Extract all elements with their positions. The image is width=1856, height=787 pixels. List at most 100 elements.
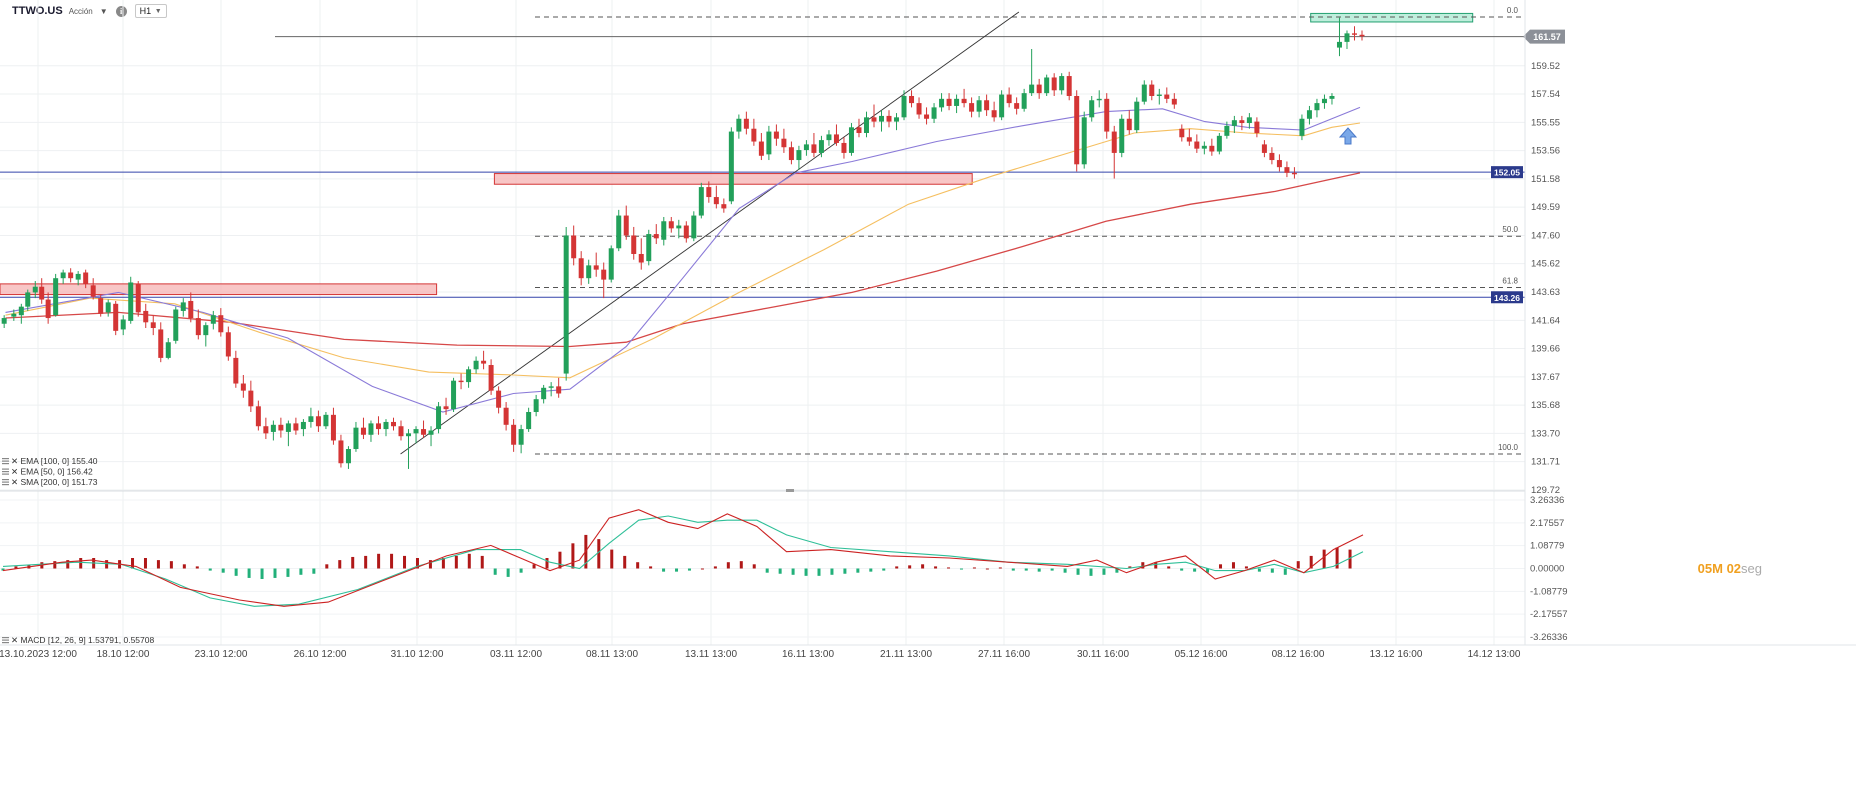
candle-bear (503, 407, 509, 425)
candle-bear (225, 332, 231, 357)
candle-bull (879, 115, 885, 122)
chart-header: TTWO.US Acción ▼ i H1 ▼ (0, 0, 167, 22)
macd-histogram-bar (817, 568, 821, 576)
price-tick-label: 155.55 (1531, 117, 1560, 128)
legend-menu-icon (2, 639, 9, 641)
candle-bear (1276, 160, 1282, 168)
macd-tick-label: 0.00000 (1530, 564, 1564, 575)
macd-histogram-bar (415, 558, 419, 569)
indicator-legend-label: ✕ EMA [100, 0] 155.40 (11, 456, 98, 466)
candle-bull (698, 187, 704, 216)
price-tick-label: 137.67 (1531, 372, 1560, 383)
macd-histogram-bar (739, 561, 743, 569)
symbol-dropdown-icon[interactable]: ▼ (99, 6, 108, 16)
candle-bear (398, 426, 404, 437)
candle-bear (1126, 118, 1132, 131)
candle-bull (1306, 110, 1312, 119)
candle-bull (1231, 120, 1237, 126)
candles (1, 17, 1365, 469)
candle-bear (969, 103, 975, 112)
macd-histogram-bar (53, 561, 57, 569)
macd-histogram-bar (882, 568, 886, 571)
candle-bear (1104, 98, 1110, 132)
candle-bull (818, 140, 824, 153)
macd-histogram-bar (1335, 547, 1339, 569)
price-tick-label: 157.54 (1531, 89, 1560, 100)
candle-bull (548, 386, 554, 388)
candle-bear (556, 386, 562, 394)
candle-bull (586, 265, 592, 279)
candle-bull (1119, 118, 1125, 153)
candle-bear (488, 365, 494, 391)
candle-bull (383, 421, 389, 430)
candle-bear (233, 357, 239, 384)
macd-histogram-bar (1089, 568, 1093, 576)
level-price-label: 143.26 (1494, 293, 1520, 303)
macd-histogram-bar (610, 549, 614, 569)
candle-bull (1029, 84, 1035, 94)
macd-histogram-bar (1063, 568, 1067, 573)
candle-bull (1141, 84, 1147, 102)
candle-bear (811, 144, 817, 153)
candle-bull (1201, 145, 1207, 149)
candle-bull (1321, 98, 1327, 104)
time-tick-label: 13.11 13:00 (685, 649, 738, 660)
timer-seconds: 02 (1726, 561, 1742, 576)
candle-bear (511, 424, 517, 445)
fib-level-label: 61.8 (1502, 276, 1518, 285)
candle-bear (1209, 145, 1215, 152)
candle-bear (1111, 131, 1117, 153)
candle-bull (518, 429, 524, 445)
arrow-up-icon (1338, 127, 1358, 145)
candle-bull (1, 318, 7, 324)
candle-bull (1314, 103, 1320, 111)
candle-bear (1284, 167, 1290, 173)
macd-histogram-bar (597, 539, 601, 569)
candle-bear (578, 258, 584, 279)
macd-histogram-bar (454, 555, 458, 569)
levels (0, 11, 1565, 455)
legend-menu-icon (2, 642, 9, 644)
candle-bull (954, 98, 960, 106)
axes (0, 0, 1856, 646)
level-price-badge (1491, 291, 1523, 304)
macd-tick-label: 2.17557 (1530, 518, 1564, 529)
candle-bear (248, 390, 254, 407)
macd-histogram-bar (726, 562, 730, 569)
info-icon[interactable]: i (115, 5, 127, 17)
candle-bull (616, 215, 622, 249)
macd-histogram-bar (778, 568, 782, 574)
candle-bear (278, 424, 284, 431)
macd-histogram-bar (1115, 568, 1119, 573)
fib-level-label: 50.0 (1502, 225, 1518, 234)
macd-histogram-bar (467, 553, 471, 569)
price-tick-label: 129.72 (1531, 485, 1560, 496)
candle-bull (736, 118, 742, 132)
macd-histogram-bar (14, 566, 18, 569)
level-price-badge (1491, 166, 1523, 179)
candle-bull (203, 325, 209, 336)
macd-histogram-bar (947, 567, 951, 569)
macd-histogram-bar (636, 562, 640, 569)
candle-bull (1021, 93, 1027, 109)
macd-histogram-bar (921, 564, 925, 569)
candle-bull (1246, 117, 1252, 124)
candle-bull (541, 387, 547, 400)
candle-bear (1164, 94, 1170, 99)
macd-histogram-bar (234, 568, 238, 576)
macd-histogram-bar (66, 560, 70, 569)
macd-tick-label: -2.17557 (1530, 609, 1568, 620)
legend-menu-icon (2, 471, 9, 473)
last-price-label: 161.57 (1533, 32, 1561, 42)
candle-bull (676, 225, 682, 229)
candle-bear (150, 322, 156, 329)
candle-bear (458, 380, 464, 383)
candle-bear (886, 115, 892, 122)
candle-bull (473, 360, 479, 370)
macd-legend-label: ✕ MACD [12, 26, 9] 1.53791, 0.55708 (11, 635, 154, 645)
macd-histogram-bar (1296, 561, 1300, 569)
last-price-badge (1523, 29, 1565, 44)
panel-resize-handle[interactable] (786, 489, 794, 492)
timeframe-select[interactable]: H1 ▼ (134, 4, 167, 18)
